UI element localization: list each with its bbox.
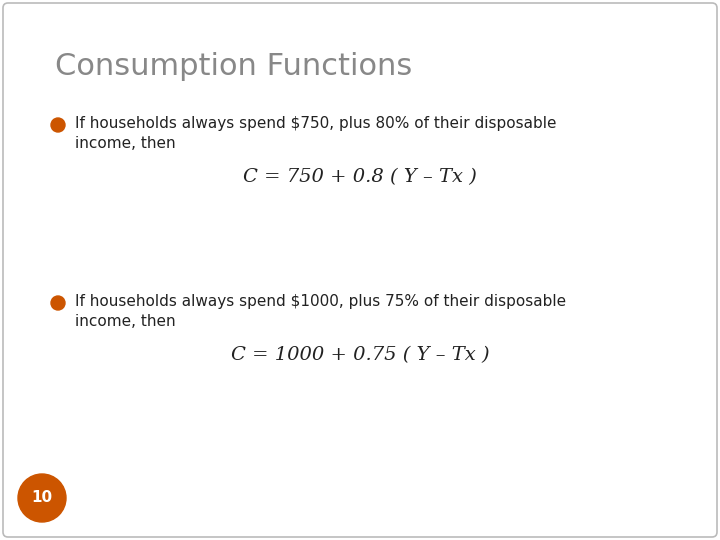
Text: Consumption Functions: Consumption Functions — [55, 52, 413, 81]
Text: If households always spend $1000, plus 75% of their disposable: If households always spend $1000, plus 7… — [75, 294, 566, 309]
Text: C = 750 + 0.8 ( Y – Tx ): C = 750 + 0.8 ( Y – Tx ) — [243, 168, 477, 186]
Text: C = 1000 + 0.75 ( Y – Tx ): C = 1000 + 0.75 ( Y – Tx ) — [230, 346, 490, 364]
Circle shape — [18, 474, 66, 522]
Text: 10: 10 — [32, 490, 53, 505]
FancyBboxPatch shape — [3, 3, 717, 537]
Text: income, then: income, then — [75, 314, 176, 329]
Circle shape — [51, 118, 65, 132]
Circle shape — [51, 296, 65, 310]
Text: If households always spend $750, plus 80% of their disposable: If households always spend $750, plus 80… — [75, 116, 557, 131]
Text: income, then: income, then — [75, 136, 176, 151]
